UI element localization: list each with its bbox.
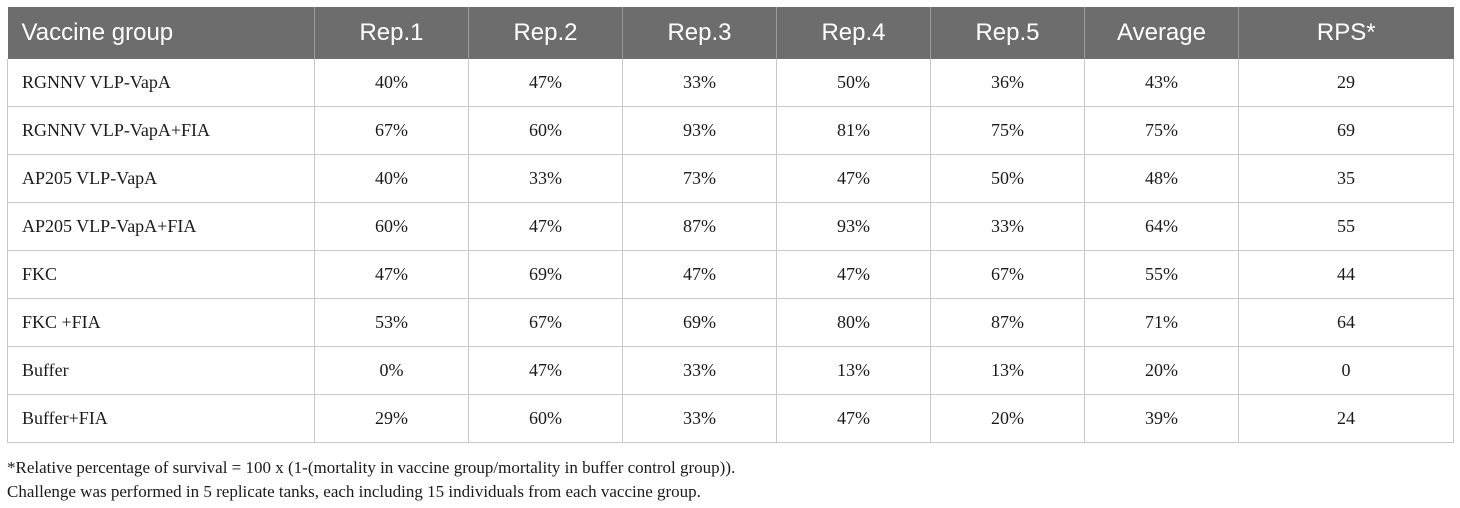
cell-average: 64% (1084, 202, 1239, 251)
cell-vaccine-group: FKC +FIA (7, 298, 315, 347)
cell-vaccine-group: Buffer (7, 346, 315, 395)
cell-rep1: 53% (314, 298, 469, 347)
cell-rps: 24 (1238, 394, 1454, 443)
header-rep3: Rep.3 (622, 7, 777, 59)
cell-rps: 55 (1238, 202, 1454, 251)
cell-rep4: 13% (776, 346, 931, 395)
cell-rep5: 75% (930, 106, 1085, 155)
cell-average: 71% (1084, 298, 1239, 347)
cell-rep4: 50% (776, 59, 931, 107)
cell-rep3: 73% (622, 154, 777, 203)
cell-rep3: 47% (622, 250, 777, 299)
cell-rep3: 69% (622, 298, 777, 347)
cell-rep5: 67% (930, 250, 1085, 299)
cell-average: 43% (1084, 59, 1239, 107)
cell-rep1: 29% (314, 394, 469, 443)
footnote-challenge: Challenge was performed in 5 replicate t… (7, 482, 701, 501)
cell-rep2: 47% (468, 59, 623, 107)
header-average: Average (1084, 7, 1239, 59)
cell-rep4: 81% (776, 106, 931, 155)
cell-rep2: 69% (468, 250, 623, 299)
table-row: RGNNV VLP-VapA 40% 47% 33% 50% 36% 43% 29 (7, 59, 1454, 107)
cell-rps: 35 (1238, 154, 1454, 203)
results-table: Vaccine group Rep.1 Rep.2 Rep.3 Rep.4 Re… (7, 7, 1454, 443)
cell-rep3: 33% (622, 346, 777, 395)
cell-rep1: 40% (314, 154, 469, 203)
cell-rep5: 33% (930, 202, 1085, 251)
cell-rep1: 40% (314, 59, 469, 107)
cell-rep5: 20% (930, 394, 1085, 443)
cell-rep2: 60% (468, 106, 623, 155)
cell-rps: 69 (1238, 106, 1454, 155)
cell-rep4: 80% (776, 298, 931, 347)
cell-rep2: 47% (468, 346, 623, 395)
results-table-container: Vaccine group Rep.1 Rep.2 Rep.3 Rep.4 Re… (7, 7, 1454, 443)
cell-rep1: 60% (314, 202, 469, 251)
table-row: FKC +FIA 53% 67% 69% 80% 87% 71% 64 (7, 298, 1454, 347)
table-row: Buffer+FIA 29% 60% 33% 47% 20% 39% 24 (7, 394, 1454, 443)
table-header-row: Vaccine group Rep.1 Rep.2 Rep.3 Rep.4 Re… (7, 7, 1454, 59)
header-rps: RPS* (1238, 7, 1454, 59)
header-rep1: Rep.1 (314, 7, 469, 59)
header-rep4: Rep.4 (776, 7, 931, 59)
cell-average: 75% (1084, 106, 1239, 155)
cell-average: 55% (1084, 250, 1239, 299)
cell-average: 48% (1084, 154, 1239, 203)
cell-rep3: 93% (622, 106, 777, 155)
cell-rep2: 47% (468, 202, 623, 251)
cell-rps: 29 (1238, 59, 1454, 107)
cell-rep4: 47% (776, 154, 931, 203)
cell-rep5: 13% (930, 346, 1085, 395)
cell-rps: 44 (1238, 250, 1454, 299)
cell-rep3: 33% (622, 394, 777, 443)
table-footnotes: *Relative percentage of survival = 100 x… (7, 456, 735, 504)
cell-vaccine-group: AP205 VLP-VapA+FIA (7, 202, 315, 251)
cell-rep3: 33% (622, 59, 777, 107)
cell-rep1: 47% (314, 250, 469, 299)
cell-rep3: 87% (622, 202, 777, 251)
cell-rps: 0 (1238, 346, 1454, 395)
cell-rps: 64 (1238, 298, 1454, 347)
cell-rep5: 87% (930, 298, 1085, 347)
cell-vaccine-group: AP205 VLP-VapA (7, 154, 315, 203)
cell-rep2: 60% (468, 394, 623, 443)
cell-average: 20% (1084, 346, 1239, 395)
cell-rep5: 36% (930, 59, 1085, 107)
cell-vaccine-group: FKC (7, 250, 315, 299)
cell-rep1: 0% (314, 346, 469, 395)
cell-rep1: 67% (314, 106, 469, 155)
cell-rep4: 47% (776, 250, 931, 299)
cell-vaccine-group: RGNNV VLP-VapA+FIA (7, 106, 315, 155)
table-body: RGNNV VLP-VapA 40% 47% 33% 50% 36% 43% 29 RGNNV … (7, 59, 1454, 443)
cell-rep2: 67% (468, 298, 623, 347)
footnote-rps: *Relative percentage of survival = 100 x… (7, 458, 736, 477)
table-row: AP205 VLP-VapA 40% 33% 73% 47% 50% 48% 35 (7, 154, 1454, 203)
header-rep5: Rep.5 (930, 7, 1085, 59)
cell-rep4: 93% (776, 202, 931, 251)
table-row: RGNNV VLP-VapA+FIA 67% 60% 93% 81% 75% 75% 69 (7, 106, 1454, 155)
table-row: FKC 47% 69% 47% 47% 67% 55% 44 (7, 250, 1454, 299)
cell-average: 39% (1084, 394, 1239, 443)
header-vaccine-group: Vaccine group (7, 7, 315, 59)
cell-vaccine-group: Buffer+FIA (7, 394, 315, 443)
cell-rep4: 47% (776, 394, 931, 443)
table-row: Buffer 0% 47% 33% 13% 13% 20% 0 (7, 346, 1454, 395)
table-row: AP205 VLP-VapA+FIA 60% 47% 87% 93% 33% 64% 55 (7, 202, 1454, 251)
cell-vaccine-group: RGNNV VLP-VapA (7, 59, 315, 107)
cell-rep5: 50% (930, 154, 1085, 203)
cell-rep2: 33% (468, 154, 623, 203)
header-rep2: Rep.2 (468, 7, 623, 59)
